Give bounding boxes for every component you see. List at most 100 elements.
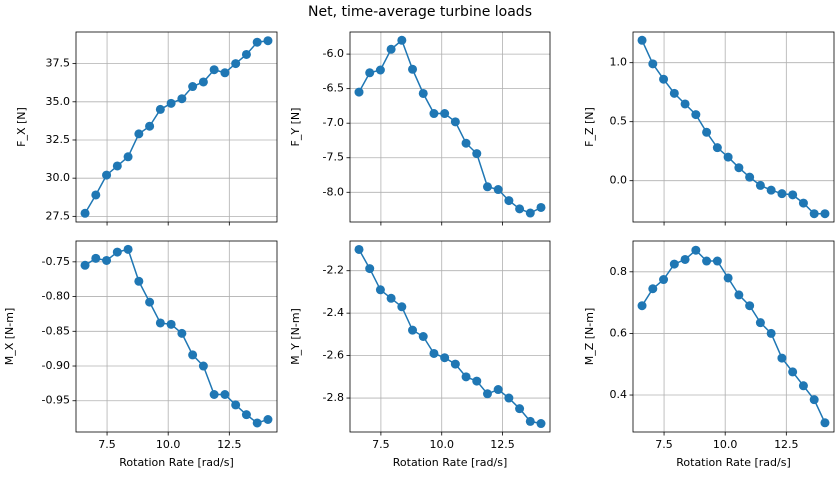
data-point bbox=[198, 77, 208, 87]
axes-frame bbox=[349, 31, 551, 223]
data-point bbox=[418, 88, 428, 98]
data-point bbox=[440, 353, 450, 363]
y-axis-label: F_Z [N] bbox=[583, 107, 596, 147]
data-point bbox=[145, 121, 155, 131]
data-point bbox=[91, 190, 101, 200]
data-point bbox=[766, 328, 776, 338]
data-point bbox=[820, 209, 830, 219]
data-point bbox=[702, 256, 712, 266]
data-line bbox=[358, 249, 542, 425]
data-point bbox=[723, 273, 733, 283]
data-point bbox=[755, 180, 765, 190]
y-tick-label: 0.0 bbox=[610, 174, 628, 187]
subplot: 0.0 0.5 1.0 F_Z [N] bbox=[583, 31, 835, 226]
data-point bbox=[659, 74, 669, 84]
data-line bbox=[84, 248, 269, 424]
data-point bbox=[702, 127, 712, 137]
data-point bbox=[820, 418, 830, 428]
data-point bbox=[472, 149, 482, 159]
data-point bbox=[637, 301, 647, 311]
data-point bbox=[408, 64, 418, 74]
data-point bbox=[231, 59, 241, 69]
data-point bbox=[777, 353, 787, 363]
data-point bbox=[220, 389, 230, 399]
data-point bbox=[365, 68, 375, 78]
data-point bbox=[798, 381, 808, 391]
data-point bbox=[788, 367, 798, 377]
y-tick-label: 35.0 bbox=[46, 95, 71, 108]
y-tick-label: -0.90 bbox=[42, 359, 70, 372]
data-point bbox=[123, 244, 133, 254]
data-point bbox=[450, 359, 460, 369]
subplot: 7.5 10.0 12.5 -0.95 -0.90 -0.85 -0.80 -0.75 M_X … bbox=[3, 240, 278, 469]
y-tick-label: -2.4 bbox=[323, 306, 344, 319]
subplot: 7.5 10.0 12.5 0.4 0.6 0.8 M_Z [N-m] Rotation Ra… bbox=[583, 240, 835, 469]
data-point bbox=[809, 209, 819, 219]
data-point bbox=[515, 404, 525, 414]
data-point bbox=[80, 208, 90, 218]
x-tick-label: 10.0 bbox=[429, 438, 454, 451]
y-tick-label: -6.0 bbox=[323, 47, 344, 60]
data-point bbox=[429, 348, 439, 358]
data-point bbox=[515, 204, 525, 214]
data-point bbox=[418, 332, 428, 341]
data-point bbox=[241, 49, 251, 59]
data-point bbox=[450, 117, 460, 127]
subplot: -8.0 -7.5 -7.0 -6.5 -6.0 F_Y [N] bbox=[289, 31, 551, 226]
data-point bbox=[637, 35, 647, 45]
x-axis-label: Rotation Rate [rad/s] bbox=[676, 456, 791, 469]
y-tick-label: -8.0 bbox=[323, 185, 344, 198]
data-point bbox=[712, 256, 722, 266]
data-point bbox=[504, 196, 514, 206]
data-point bbox=[429, 109, 439, 119]
y-tick-label: -7.5 bbox=[323, 151, 344, 164]
data-point bbox=[166, 319, 176, 329]
data-point bbox=[155, 318, 165, 328]
data-point bbox=[375, 285, 385, 295]
data-point bbox=[188, 82, 198, 92]
data-point bbox=[263, 36, 273, 46]
x-tick-label: 12.5 bbox=[774, 438, 799, 451]
data-point bbox=[386, 44, 396, 54]
subplot: 27.5 30.0 32.5 35.0 37.5 F_X [N] bbox=[15, 31, 278, 226]
axes-frame bbox=[75, 31, 278, 223]
data-point bbox=[123, 152, 133, 162]
data-point bbox=[648, 59, 658, 69]
data-point bbox=[134, 276, 144, 286]
data-point bbox=[209, 389, 219, 399]
data-point bbox=[102, 170, 112, 180]
y-tick-label: 0.4 bbox=[610, 388, 628, 401]
data-line bbox=[641, 249, 826, 424]
data-point bbox=[734, 290, 744, 300]
data-point bbox=[80, 260, 90, 270]
x-tick-label: 12.5 bbox=[490, 438, 515, 451]
x-axis-label: Rotation Rate [rad/s] bbox=[393, 456, 508, 469]
data-line bbox=[641, 39, 825, 215]
axes-frame bbox=[75, 240, 278, 433]
data-point bbox=[723, 152, 733, 162]
axes-frame bbox=[349, 240, 551, 433]
y-tick-label: 0.5 bbox=[610, 115, 628, 128]
data-point bbox=[461, 138, 471, 148]
data-point bbox=[809, 395, 819, 405]
data-point bbox=[408, 325, 418, 335]
data-point bbox=[252, 37, 262, 47]
data-point bbox=[461, 372, 471, 382]
data-point bbox=[386, 293, 396, 303]
y-tick-label: 0.6 bbox=[610, 326, 628, 339]
data-point bbox=[231, 400, 241, 410]
data-point bbox=[493, 385, 503, 395]
data-point bbox=[745, 172, 755, 182]
y-tick-label: 30.0 bbox=[46, 171, 71, 184]
data-point bbox=[91, 253, 101, 263]
data-point bbox=[155, 104, 165, 114]
y-tick-label: 32.5 bbox=[46, 133, 71, 146]
data-point bbox=[659, 275, 669, 285]
data-point bbox=[188, 350, 198, 360]
y-tick-label: 27.5 bbox=[46, 209, 71, 222]
x-tick-label: 7.5 bbox=[98, 438, 116, 451]
x-tick-label: 12.5 bbox=[217, 438, 242, 451]
data-point bbox=[145, 297, 155, 307]
data-point bbox=[209, 65, 219, 75]
data-point bbox=[252, 418, 262, 428]
